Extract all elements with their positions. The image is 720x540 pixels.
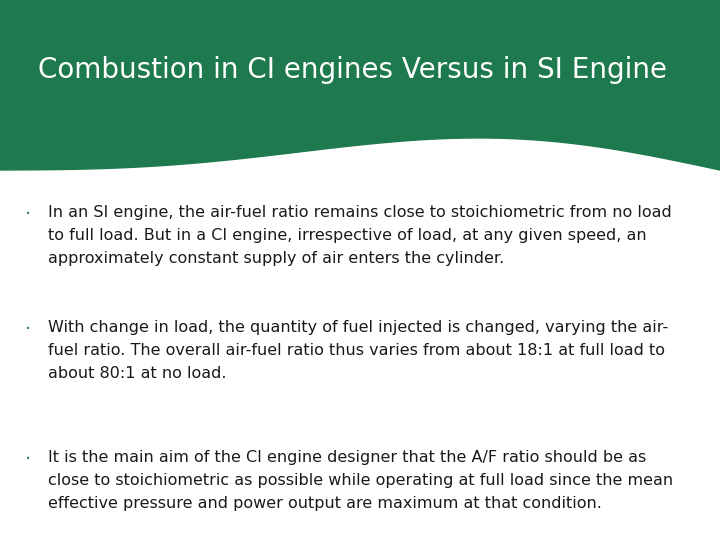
Polygon shape bbox=[0, 0, 720, 170]
Text: Combustion in CI engines Versus in SI Engine: Combustion in CI engines Versus in SI En… bbox=[38, 56, 667, 84]
Text: It is the main aim of the CI engine designer that the A/F ratio should be as
clo: It is the main aim of the CI engine desi… bbox=[48, 450, 673, 511]
Text: ·: · bbox=[25, 205, 31, 224]
Text: ·: · bbox=[25, 320, 31, 339]
Text: In an SI engine, the air-fuel ratio remains close to stoichiometric from no load: In an SI engine, the air-fuel ratio rema… bbox=[48, 205, 672, 266]
Text: ·: · bbox=[25, 450, 31, 469]
Text: With change in load, the quantity of fuel injected is changed, varying the air-
: With change in load, the quantity of fue… bbox=[48, 320, 668, 381]
